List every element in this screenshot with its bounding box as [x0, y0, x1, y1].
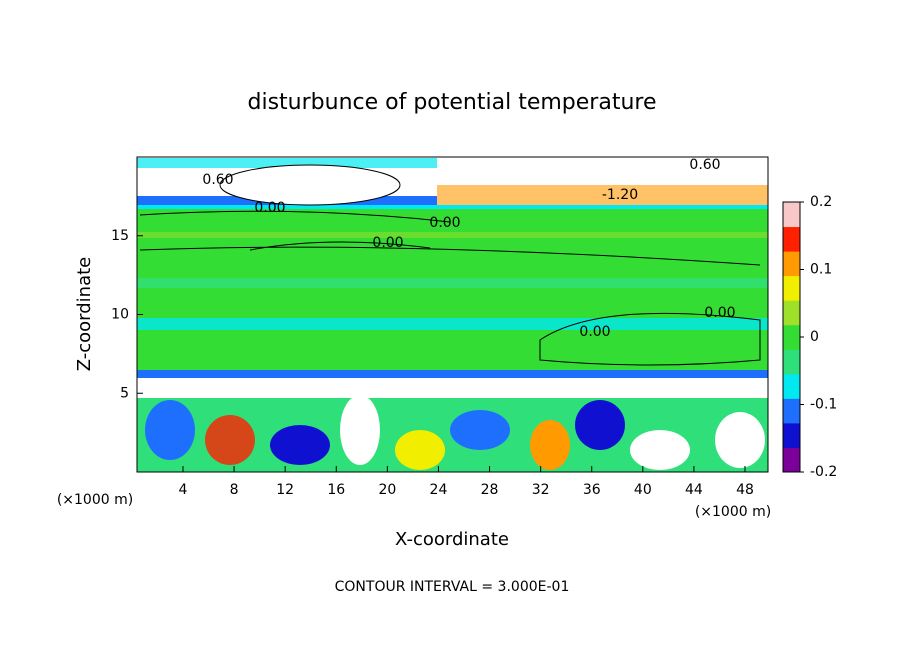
contour-label: 0.60 [202, 172, 233, 188]
colorbar-tick-label: -0.2 [810, 464, 837, 480]
colorbar-swatch [783, 202, 800, 228]
colorbar-swatch [783, 300, 800, 326]
x-unit: (×1000 m) [695, 504, 771, 520]
x-unit: (×1000 m) [57, 492, 133, 508]
contour-label: 0.00 [704, 305, 735, 321]
colorbar-swatch [783, 251, 800, 277]
x-tick-label: 12 [276, 482, 294, 498]
contour-label: 0.00 [372, 235, 403, 251]
colorbar-tick-label: 0.1 [810, 262, 832, 278]
colorbar-tick-label: 0.2 [810, 194, 832, 210]
colorbar-swatch [783, 398, 800, 424]
contour-label: 0.60 [689, 157, 720, 173]
x-tick-label: 4 [179, 482, 188, 498]
x-tick-label: 16 [327, 482, 345, 498]
colorbar-swatch [783, 422, 800, 448]
footer: CONTOUR INTERVAL = 3.000E-01 [335, 579, 570, 595]
colorbar-swatch [783, 226, 800, 252]
contour-label: -1.20 [602, 187, 638, 203]
y-axis-label: Z-coordinate [74, 257, 95, 372]
y-tick-label: 5 [120, 385, 129, 401]
x-tick-label: 24 [430, 482, 448, 498]
x-tick-label: 32 [532, 482, 550, 498]
colorbar-swatch [783, 447, 800, 473]
contour-label: 0.00 [429, 215, 460, 231]
contour-label: 0.00 [579, 324, 610, 340]
colorbar-swatch [783, 349, 800, 375]
x-tick-label: 48 [736, 482, 754, 498]
colorbar-swatch [783, 373, 800, 399]
x-axis-label: X-coordinate [395, 529, 509, 550]
y-tick-label: 15 [111, 228, 129, 244]
colorbar-tick-label: -0.1 [810, 397, 837, 413]
x-tick-label: 20 [378, 482, 396, 498]
chart-title: disturbunce of potential temperature [248, 90, 657, 115]
x-tick-label: 44 [685, 482, 703, 498]
x-tick-label: 28 [481, 482, 499, 498]
x-tick-label: 36 [583, 482, 601, 498]
y-tick-label: 10 [111, 307, 129, 323]
colorbar-swatch [783, 275, 800, 301]
contour-label: 0.00 [254, 200, 285, 216]
colorbar-tick-label: 0 [810, 329, 819, 345]
colorbar-swatch [783, 324, 800, 350]
x-tick-label: 8 [230, 482, 239, 498]
x-tick-label: 40 [634, 482, 652, 498]
field [137, 157, 768, 472]
